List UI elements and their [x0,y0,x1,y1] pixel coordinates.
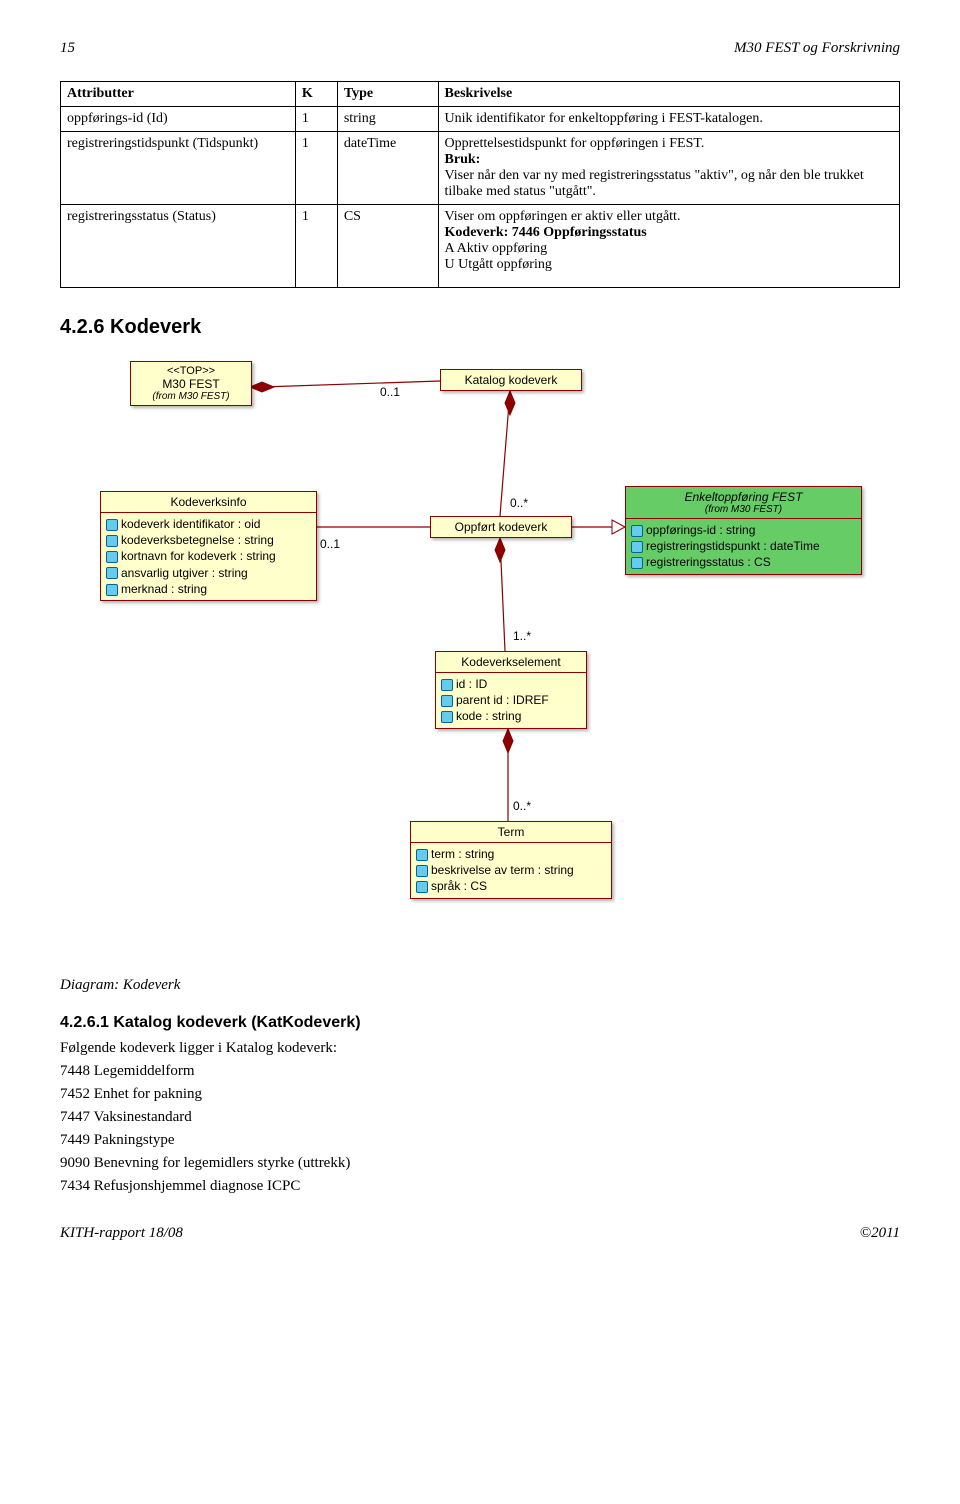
class-enkeltoppforing-fest: Enkeltoppføring FEST (from M30 FEST) opp… [625,486,862,575]
class-from: (from M30 FEST) [632,504,855,515]
cell: CS [337,205,438,288]
class-term: Term term : string beskrivelse av term :… [410,821,612,899]
attribute-table: Attributter K Type Beskrivelse oppføring… [60,81,900,288]
diagram-caption: Diagram: Kodeverk [60,977,900,994]
multiplicity: 0..1 [320,537,340,551]
doc-title: M30 FEST og Forskrivning [734,40,900,57]
stereotype: <<TOP>> [137,365,245,377]
attr-icon [441,695,453,707]
multiplicity: 0..1 [380,385,400,399]
attr-icon [631,525,643,537]
class-attr: oppførings-id : string [631,522,856,538]
attr-icon [106,551,118,563]
class-attr: registreringstidspunkt : dateTime [631,538,856,554]
footer-right: ©2011 [860,1225,900,1242]
class-name: M30 FEST [137,377,245,391]
class-m30-fest: <<TOP>> M30 FEST (from M30 FEST) [130,361,252,406]
list-item: 7447 Vaksinestandard [60,1109,900,1126]
table-row: oppførings-id (Id) 1 string Unik identif… [61,107,900,132]
class-attr: term : string [416,846,606,862]
attr-icon [106,567,118,579]
class-kodeverkselement: Kodeverkselement id : ID parent id : IDR… [435,651,587,729]
subsection-intro: Følgende kodeverk ligger i Katalog kodev… [60,1040,900,1057]
table-row: registreringstidspunkt (Tidspunkt) 1 dat… [61,132,900,205]
uml-diagram: <<TOP>> M30 FEST (from M30 FEST) Katalog… [70,351,890,971]
page-footer: KITH-rapport 18/08 ©2011 [60,1225,900,1242]
attr-icon [631,541,643,553]
class-from: (from M30 FEST) [137,391,245,402]
cell: 1 [295,107,337,132]
list-item: 9090 Benevning for legemidlers styrke (u… [60,1155,900,1172]
class-attr: ansvarlig utgiver : string [106,565,311,581]
cell-line: Viser når den var ny med registreringsst… [445,168,893,200]
page-number: 15 [60,40,75,57]
cell: Unik identifikator for enkeltoppføring i… [438,107,899,132]
class-attr: registreringsstatus : CS [631,554,856,570]
cell: dateTime [337,132,438,205]
cell: oppførings-id (Id) [61,107,296,132]
class-attr: id : ID [441,676,581,692]
cell-line: Kodeverk: 7446 Oppføringsstatus [445,225,893,241]
class-name: Kodeverkselement [461,655,560,669]
page-header: 15 M30 FEST og Forskrivning [60,40,900,57]
class-attr: kodeverksbetegnelse : string [106,532,311,548]
attr-icon [416,865,428,877]
cell: Opprettelsestidspunkt for oppføringen i … [438,132,899,205]
multiplicity: 1..* [513,629,531,643]
class-name: Kodeverksinfo [170,495,246,509]
cell-line: A Aktiv oppføring [445,241,893,257]
class-name: Oppført kodeverk [455,520,548,534]
cell: registreringsstatus (Status) [61,205,296,288]
cell: Viser om oppføringen er aktiv eller utgå… [438,205,899,288]
class-attr: kodeverk identifikator : oid [106,516,311,532]
subsection-heading: 4.2.6.1 Katalog kodeverk (KatKodeverk) [60,1014,900,1032]
attr-icon [441,679,453,691]
class-attr: kode : string [441,708,581,724]
cell-line: U Utgått oppføring [445,257,893,273]
attr-icon [631,557,643,569]
cell: 1 [295,132,337,205]
spacer [445,273,893,283]
class-oppfort-kodeverk: Oppført kodeverk [430,516,572,538]
table-row: registreringsstatus (Status) 1 CS Viser … [61,205,900,288]
class-attr: språk : CS [416,878,606,894]
class-name: Term [498,825,525,839]
class-attr: merknad : string [106,581,311,597]
class-name: Enkeltoppføring FEST [632,490,855,504]
cell: registreringstidspunkt (Tidspunkt) [61,132,296,205]
cell-line: Viser om oppføringen er aktiv eller utgå… [445,209,893,225]
col-header: Beskrivelse [438,82,899,107]
attr-icon [416,881,428,893]
footer-left: KITH-rapport 18/08 [60,1225,183,1242]
class-name: Katalog kodeverk [465,373,558,387]
list-item: 7449 Pakningstype [60,1132,900,1149]
multiplicity: 0..* [513,799,531,813]
section-heading: 4.2.6 Kodeverk [60,316,900,339]
attr-icon [106,519,118,531]
class-attr: parent id : IDREF [441,692,581,708]
list-item: 7434 Refusjonshjemmel diagnose ICPC [60,1178,900,1195]
cell: 1 [295,205,337,288]
multiplicity: 0..* [510,496,528,510]
table-header-row: Attributter K Type Beskrivelse [61,82,900,107]
col-header: Attributter [61,82,296,107]
cell: string [337,107,438,132]
class-attr: kortnavn for kodeverk : string [106,548,311,564]
class-attr: beskrivelse av term : string [416,862,606,878]
class-katalog-kodeverk: Katalog kodeverk [440,369,582,391]
attr-icon [441,711,453,723]
cell-line: Bruk: [445,152,893,168]
list-item: 7452 Enhet for pakning [60,1086,900,1103]
col-header: K [295,82,337,107]
list-item: 7448 Legemiddelform [60,1063,900,1080]
col-header: Type [337,82,438,107]
cell-line: Opprettelsestidspunkt for oppføringen i … [445,136,893,152]
attr-icon [106,535,118,547]
attr-icon [416,849,428,861]
class-kodeverksinfo: Kodeverksinfo kodeverk identifikator : o… [100,491,317,601]
attr-icon [106,584,118,596]
